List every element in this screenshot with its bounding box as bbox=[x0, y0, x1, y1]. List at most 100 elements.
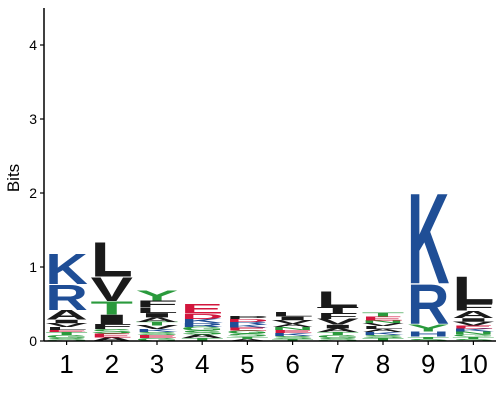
logo-letter: T bbox=[226, 336, 268, 339]
logo-letter: N bbox=[271, 326, 313, 331]
logo-letter: R bbox=[45, 278, 87, 318]
letter-stacks: SGTELVIARKAESFITVLGESKVTAILFYTASGRKDEATS… bbox=[45, 167, 494, 342]
logo-letter: F bbox=[317, 311, 359, 320]
logo-letter: I bbox=[271, 316, 313, 322]
logo-letter: E bbox=[452, 325, 494, 330]
logo-letter: D bbox=[181, 312, 223, 320]
logo-letter: A bbox=[317, 327, 359, 333]
logo-letter: A bbox=[181, 333, 223, 339]
logo-letter: P bbox=[226, 315, 268, 320]
y-axis-label: Bits bbox=[4, 164, 23, 192]
logo-letter: E bbox=[136, 334, 178, 339]
x-tick-label: 3 bbox=[150, 349, 164, 379]
logo-letter: T bbox=[181, 337, 223, 342]
logo-letter: E bbox=[45, 329, 87, 332]
logo-letter: R bbox=[181, 322, 223, 328]
logo-letter: A bbox=[362, 328, 404, 333]
logo-letter: L bbox=[317, 286, 359, 311]
logo-letter: L bbox=[452, 268, 494, 312]
logo-letter: E bbox=[181, 301, 223, 316]
logo-letter: L bbox=[136, 306, 178, 314]
logo-letter: T bbox=[91, 298, 133, 319]
logo-letter: T bbox=[362, 337, 404, 342]
logo-letter: L bbox=[45, 326, 87, 331]
logo-letter: T bbox=[136, 321, 178, 327]
logo-letter: S bbox=[362, 334, 404, 339]
logo-letter: V bbox=[136, 324, 178, 330]
logo-letter: V bbox=[45, 322, 87, 328]
y-tick-label: 4 bbox=[29, 37, 37, 53]
y-tick-label: 2 bbox=[29, 185, 37, 201]
logo-letter: A bbox=[452, 309, 494, 320]
logo-letter: K bbox=[362, 331, 404, 336]
logo-letter: V bbox=[362, 322, 404, 327]
logo-letter: G bbox=[181, 326, 223, 332]
y-tick-label: 0 bbox=[29, 333, 37, 349]
logo-letter: L bbox=[362, 325, 404, 330]
logo-letter: T bbox=[271, 338, 313, 341]
x-tick-label: 2 bbox=[105, 349, 119, 379]
logo-letter: G bbox=[226, 330, 268, 335]
logo-letter: R bbox=[226, 321, 268, 326]
logo-letter: S bbox=[136, 331, 178, 336]
logo-letter: I bbox=[317, 324, 359, 330]
x-tick-label: 9 bbox=[421, 349, 435, 379]
logo-letter: I bbox=[452, 317, 494, 323]
x-tick-label: 4 bbox=[195, 349, 209, 379]
logo-letter: S bbox=[181, 330, 223, 336]
y-tick-label: 1 bbox=[29, 259, 37, 275]
logo-letter: K bbox=[136, 328, 178, 333]
logo-letter: T bbox=[45, 331, 87, 336]
logo-letter: S bbox=[45, 337, 87, 342]
logo-letter: K bbox=[45, 245, 87, 294]
logo-letter: E bbox=[91, 333, 133, 339]
x-tick-label: 5 bbox=[240, 349, 254, 379]
logo-letter: I bbox=[136, 312, 178, 319]
logo-letter: G bbox=[317, 334, 359, 339]
logo-letter: E bbox=[271, 329, 313, 334]
logo-letter: Y bbox=[407, 322, 449, 333]
logo-letter: V bbox=[317, 317, 359, 326]
logo-letter: T bbox=[452, 336, 494, 339]
y-tick-label: 3 bbox=[29, 111, 37, 127]
logo-letter: K bbox=[181, 318, 223, 325]
logo-letter: Y bbox=[136, 287, 179, 303]
logo-letter: G bbox=[136, 337, 178, 342]
logo-letter: S bbox=[317, 337, 359, 342]
logo-letter: A bbox=[271, 323, 313, 328]
logo-letter: S bbox=[452, 338, 494, 341]
logo-letter: I bbox=[91, 312, 133, 327]
logo-letter: A bbox=[226, 338, 268, 341]
logo-letter: V bbox=[91, 270, 133, 308]
logo-letter: F bbox=[452, 301, 494, 313]
logo-letter: H bbox=[407, 330, 449, 338]
logo-letter: N bbox=[362, 319, 404, 324]
logo-letter: A bbox=[91, 336, 133, 342]
logo-letter: K bbox=[271, 332, 313, 337]
logo-letter: S bbox=[271, 335, 313, 340]
logo-letter: E bbox=[362, 316, 404, 322]
logo-letter: E bbox=[226, 327, 268, 332]
logo-letter: L bbox=[91, 232, 133, 288]
x-tick-label: 7 bbox=[331, 349, 345, 379]
logo-letter: F bbox=[91, 323, 133, 331]
logo-letter: F bbox=[136, 298, 178, 310]
logo-letter: K bbox=[407, 167, 449, 311]
logo-letter: S bbox=[407, 338, 449, 341]
logo-letter: T bbox=[317, 306, 359, 315]
logo-letter: T bbox=[407, 336, 449, 339]
x-tick-label: 6 bbox=[285, 349, 299, 379]
logo-letter: S bbox=[91, 328, 133, 335]
logo-letter: R bbox=[407, 274, 449, 337]
